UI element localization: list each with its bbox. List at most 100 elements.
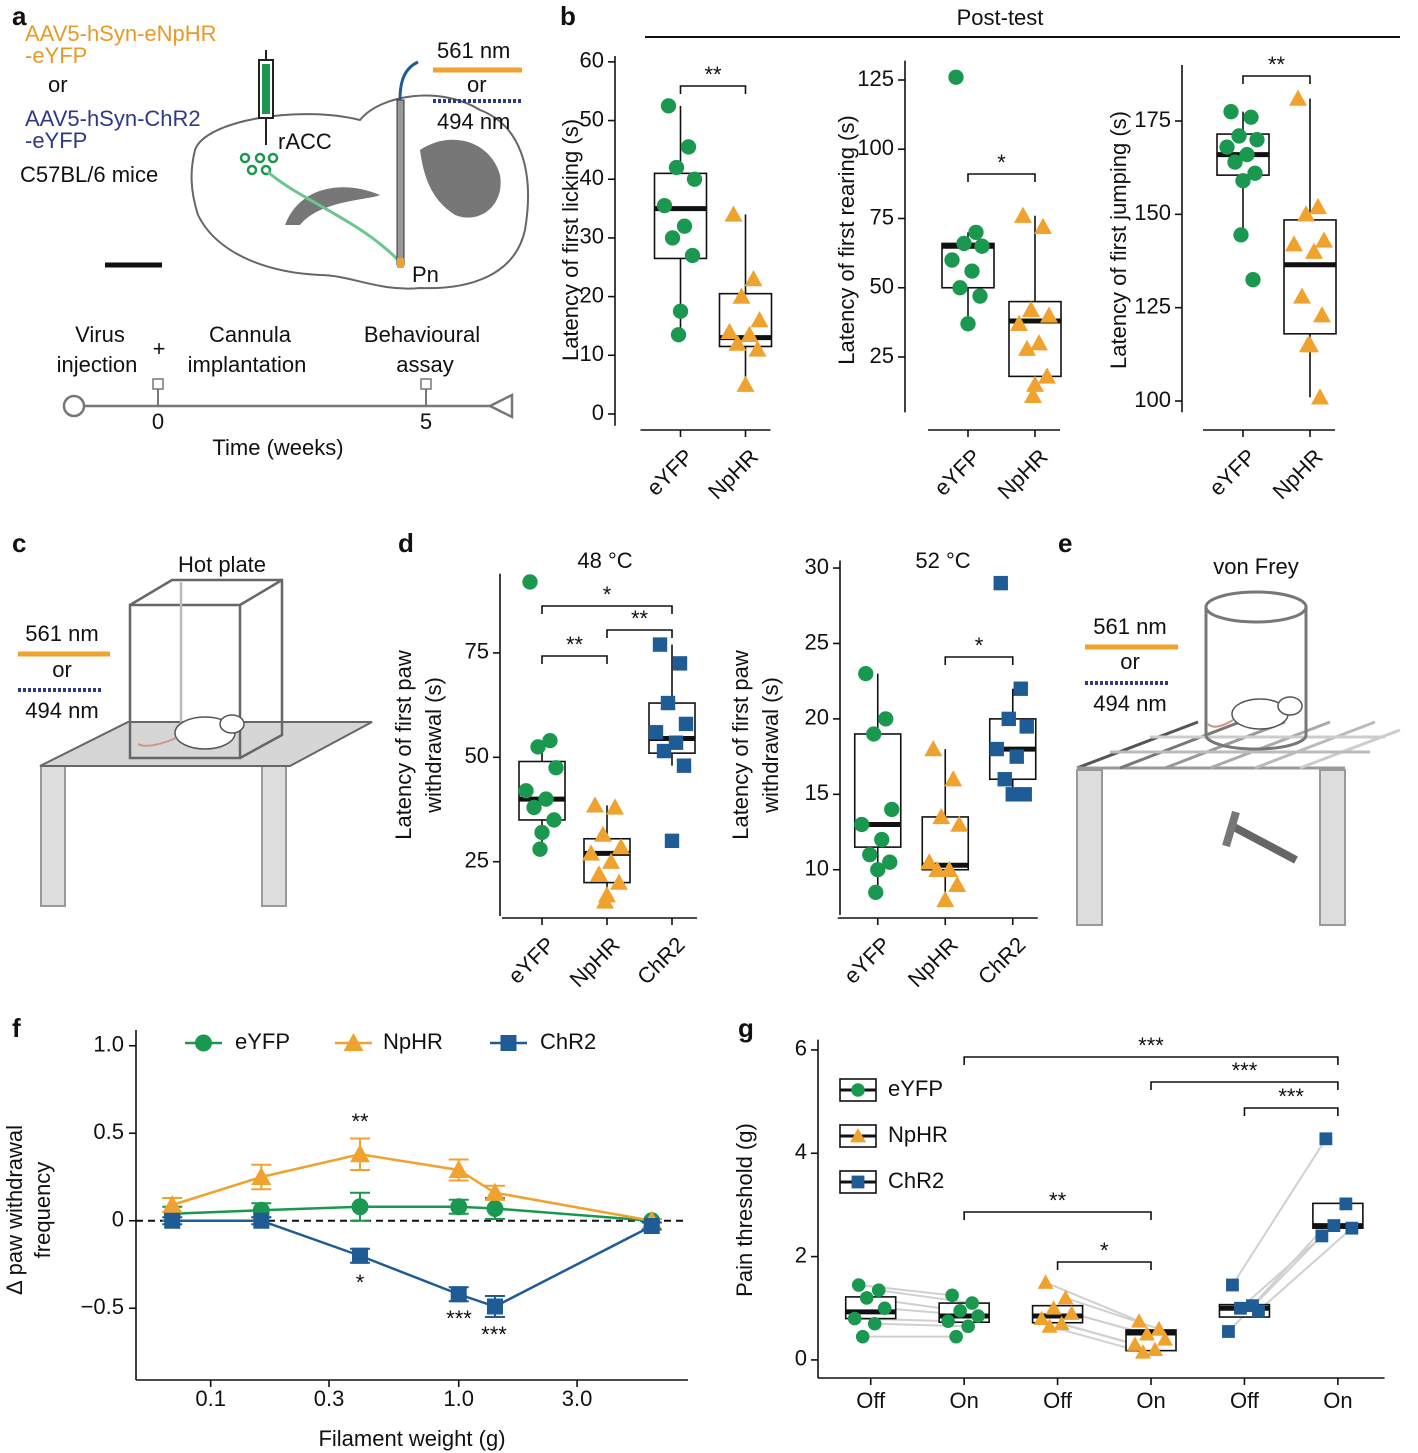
point: [1315, 231, 1333, 248]
pair-line: [1045, 1281, 1140, 1323]
point: [1024, 386, 1042, 403]
point: [1022, 300, 1040, 318]
y-axis-label: Latency of first jumping (s): [1106, 111, 1131, 369]
x-axis-label: Filament weight (g): [318, 1426, 505, 1451]
point: [1127, 1336, 1144, 1351]
point: [678, 716, 694, 732]
point: [680, 139, 697, 155]
point: [1001, 711, 1016, 727]
box: [653, 172, 708, 260]
significance-label: **: [1049, 1188, 1067, 1213]
or-label: or: [1120, 649, 1140, 674]
table-leg: [1319, 769, 1346, 926]
virus-label: AAV5-hSyn-eNpHR: [25, 21, 217, 46]
point: [1223, 104, 1239, 120]
point: [532, 841, 548, 857]
significance-bracket: [541, 655, 608, 664]
point: [1222, 1325, 1235, 1338]
point: [668, 735, 684, 750]
point: [162, 1195, 183, 1213]
point: [1038, 367, 1056, 384]
y-tick-label: 30: [580, 224, 604, 249]
x-tick-label: NpHR: [565, 932, 625, 992]
point: [1014, 206, 1032, 223]
point: [350, 1144, 371, 1163]
point: [948, 69, 964, 85]
point: [941, 1314, 955, 1328]
panel-e-diagram: von Frey 561 nm or 494 nm: [1076, 554, 1401, 926]
point: [668, 159, 685, 176]
point: [944, 770, 963, 787]
light-label: 494 nm: [1093, 691, 1166, 716]
panel-title: Post-test: [957, 5, 1044, 30]
point: [1005, 787, 1020, 802]
point: [1239, 146, 1255, 163]
significance-bracket: [963, 1056, 1339, 1065]
point: [740, 325, 759, 342]
point: [450, 1198, 468, 1216]
y-tick-label: 125: [857, 66, 894, 91]
legend-label: ChR2: [888, 1168, 944, 1193]
y-tick-label: 25: [805, 629, 829, 654]
significance-label: ***: [1232, 1058, 1258, 1083]
point: [448, 1160, 469, 1178]
point: [858, 665, 874, 682]
legend-label: NpHR: [888, 1122, 948, 1147]
timeline-marker: [152, 378, 164, 390]
point: [253, 1212, 270, 1229]
series-line: [171, 1152, 652, 1222]
mouse-head: [219, 714, 245, 734]
panel-label: e: [1058, 528, 1072, 558]
panel-label: f: [12, 1013, 21, 1043]
x-tick-label: 0.3: [314, 1386, 345, 1411]
point: [1313, 306, 1331, 323]
point: [720, 322, 739, 340]
point: [684, 247, 701, 264]
point: [868, 884, 884, 901]
x-tick-label: 0.1: [195, 1386, 226, 1411]
point: [866, 726, 882, 742]
point: [1010, 314, 1028, 331]
legend-marker: [851, 1083, 865, 1097]
point: [936, 890, 955, 908]
timeline-xlabel: Time (weeks): [212, 435, 343, 460]
x-tick-label: eYFP: [839, 932, 896, 989]
point: [928, 860, 947, 877]
point: [1063, 1305, 1080, 1320]
y-tick-label: 50: [870, 274, 894, 299]
point: [1219, 139, 1235, 155]
point: [1135, 1344, 1152, 1359]
point: [1289, 89, 1307, 106]
y-tick-label: 125: [1134, 293, 1171, 318]
point: [352, 1247, 369, 1264]
series-line: [172, 1205, 652, 1222]
point: [1057, 1289, 1074, 1305]
light-label: 561 nm: [1093, 614, 1166, 639]
point: [950, 815, 969, 832]
series-line: [172, 1219, 653, 1308]
point: [1319, 1132, 1333, 1146]
y-axis-label: Latency of first licking (s): [558, 119, 583, 361]
point: [1234, 1301, 1247, 1315]
pair-line: [1257, 1227, 1353, 1312]
point: [972, 288, 988, 304]
panel-c-diagram: Hot plate 561 nm or 494 nm: [18, 552, 373, 907]
point: [940, 860, 959, 877]
y-tick-label: 25: [465, 848, 489, 873]
y-tick-label: 60: [580, 48, 604, 73]
point: [1147, 1341, 1164, 1356]
point: [643, 1218, 660, 1234]
x-tick-label: NpHR: [1268, 444, 1328, 504]
diagram-title: von Frey: [1213, 554, 1299, 579]
mouse-tail: [137, 737, 177, 747]
point: [1026, 375, 1044, 392]
significance-label: **: [566, 632, 584, 657]
y-axis-label: withdrawal (s): [421, 677, 446, 814]
timeline-start: [62, 394, 86, 418]
point: [672, 303, 689, 319]
point: [1034, 217, 1052, 235]
point: [548, 760, 564, 776]
x-tick-label: Off: [1043, 1388, 1073, 1413]
point: [602, 852, 620, 869]
point: [522, 574, 538, 590]
